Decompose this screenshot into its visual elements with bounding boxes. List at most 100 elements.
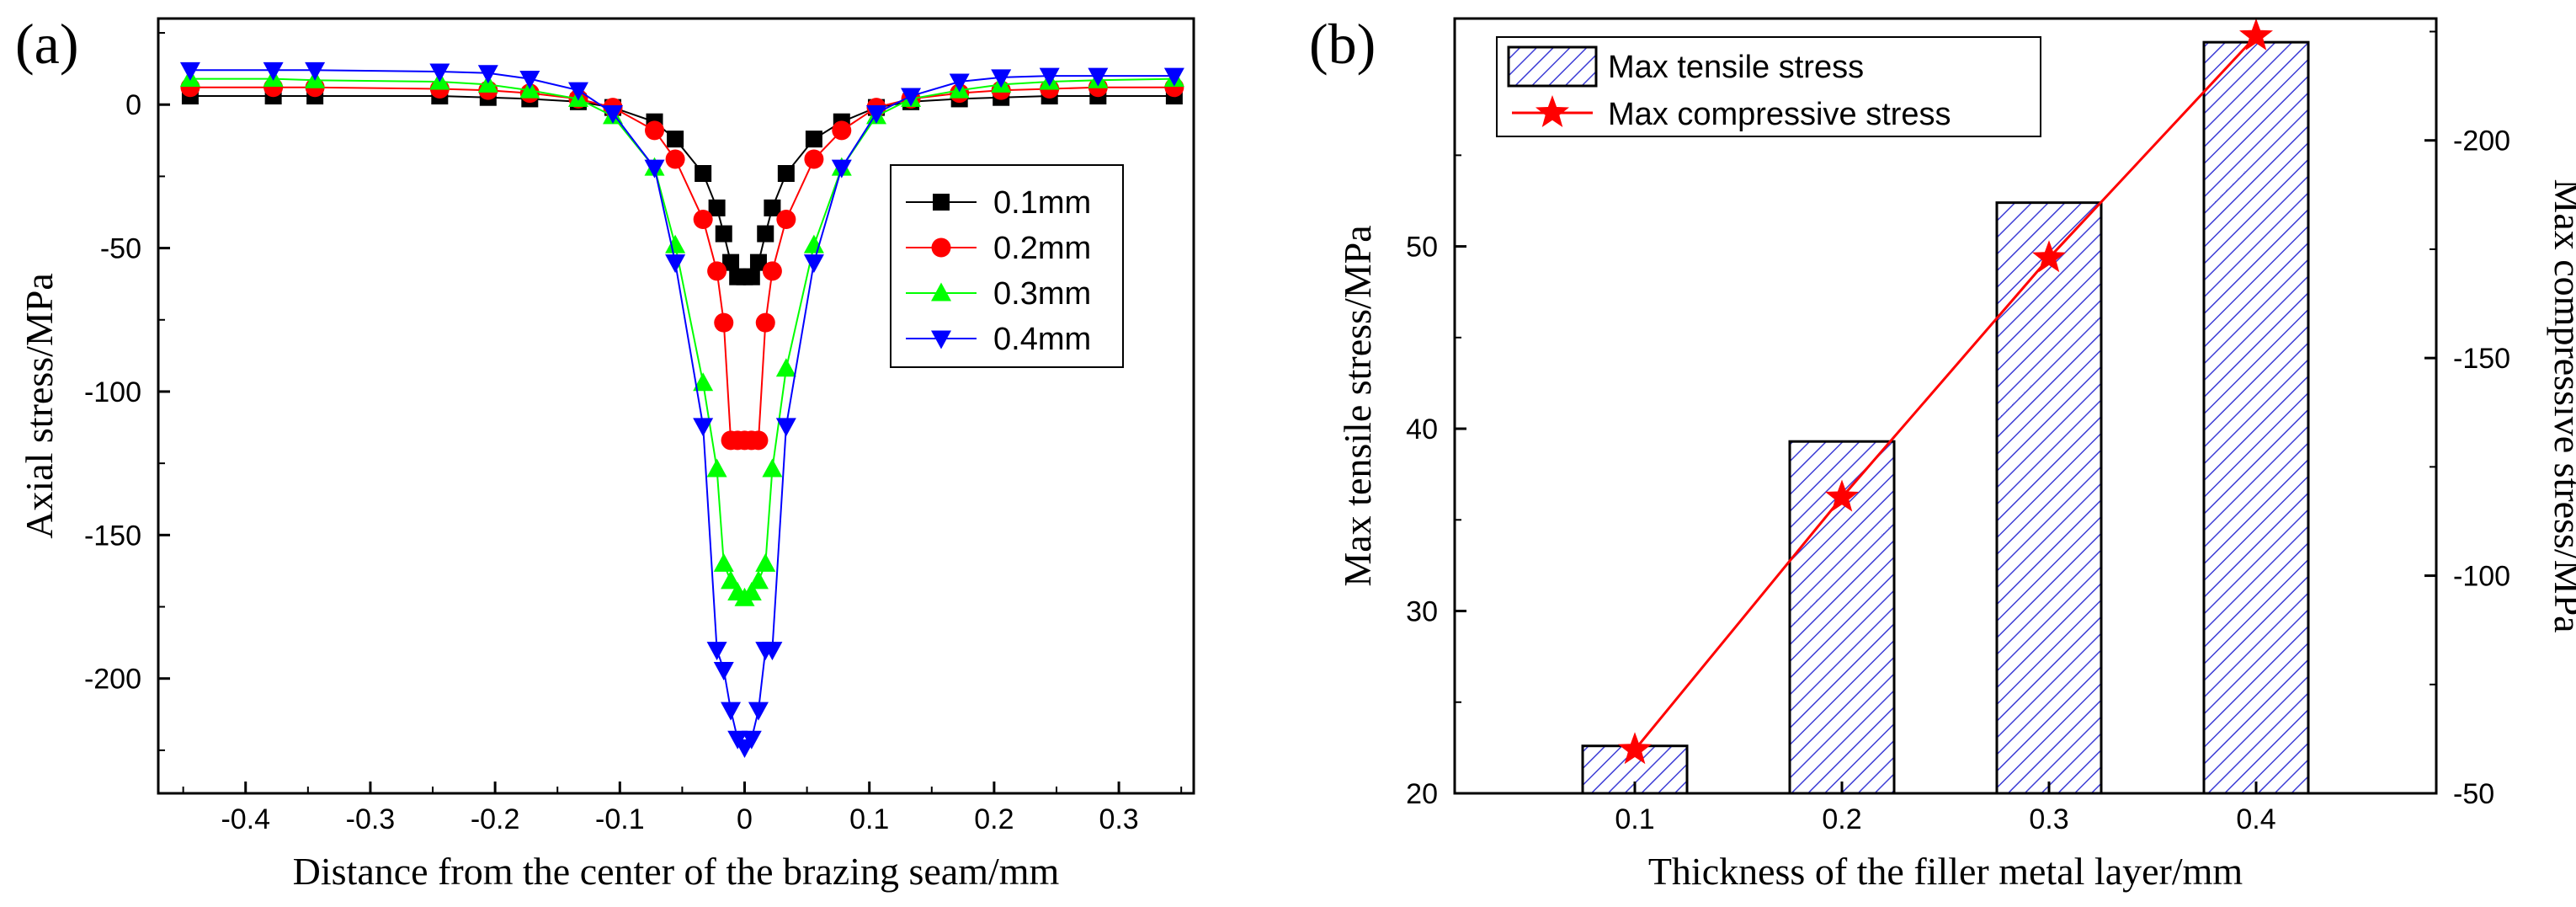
legend-label: Max compressive stress	[1608, 97, 1951, 132]
data-point	[742, 268, 760, 285]
star-point	[1618, 732, 1652, 765]
data-point	[757, 225, 774, 243]
legend-label: 0.3mm	[993, 276, 1091, 312]
x-tick-label: -0.2	[471, 803, 520, 835]
data-point	[901, 88, 922, 107]
data-point	[721, 570, 742, 590]
data-point	[755, 552, 776, 572]
legend-bar-swatch	[1507, 45, 1598, 88]
data-point	[762, 458, 783, 478]
x-tick-label: 0.3	[1099, 803, 1138, 835]
y-right-tick-label: -100	[2453, 561, 2510, 593]
y-tick-label: 20	[1406, 778, 1438, 810]
panel-b: (b) 0.1 0.2 0.3 0.420304050-50-100-150-200 …	[1309, 12, 2576, 893]
legend-label: 0.2mm	[993, 231, 1091, 266]
data-point	[667, 131, 684, 148]
data-point	[603, 104, 624, 124]
bar-0.4	[2202, 40, 2310, 795]
data-point	[1163, 67, 1184, 87]
data-point	[762, 642, 783, 661]
data-point	[665, 254, 686, 274]
data-point	[748, 702, 769, 721]
data-point	[665, 149, 685, 169]
legend-marker	[931, 237, 951, 258]
legend-b: Max tensile stress Max compressive stress	[1496, 36, 2041, 137]
bar-0.3	[1995, 201, 2103, 795]
y-right-tick-label: -200	[2453, 125, 2510, 157]
data-point	[721, 702, 742, 721]
data-point	[665, 234, 686, 253]
data-point	[713, 661, 734, 680]
plot-b-ticks: 0.1 0.2 0.3 0.4 20 30 40 50 -50 -100 -150 -200	[1406, 30, 2510, 835]
data-point	[693, 210, 713, 230]
legend-marker	[931, 330, 951, 349]
plot-a-ticks: -0.4 -0.3 -0.2 -0.1 0 0.1 0.2 0.3 0 -50 -100 -150 -2…	[84, 32, 1183, 835]
bar	[2202, 40, 2310, 795]
data-point	[748, 430, 769, 451]
y-right-tick-label: -150	[2453, 343, 2510, 375]
data-point	[305, 61, 326, 81]
x-tick-label: -0.3	[346, 803, 396, 835]
y-tick-label: 50	[1406, 232, 1438, 264]
plot-b-ylabel-right: Max compressive stress/MPa	[2547, 179, 2576, 632]
legend-marker	[931, 282, 951, 301]
data-point	[805, 131, 822, 148]
data-point	[644, 159, 665, 179]
data-point	[803, 254, 824, 274]
panel-a-label: (a)	[15, 12, 78, 76]
data-point	[865, 104, 886, 124]
legend-a: 0.1mm 0.2mm 0.3mm 0.4mm	[890, 164, 1124, 368]
data-point	[755, 312, 775, 333]
data-point	[777, 165, 795, 182]
data-point	[832, 120, 852, 141]
data-point	[707, 261, 727, 281]
x-tick-label: 0.1	[1615, 803, 1654, 835]
y-tick-label: -150	[84, 520, 141, 552]
data-point	[741, 581, 762, 600]
data-point	[179, 61, 200, 81]
y-right-tick-label: -50	[2453, 778, 2494, 810]
data-point	[714, 312, 734, 333]
plot-b-ylabel-left: Max tensile stress/MPa	[1336, 225, 1379, 586]
plot-a-ylabel: Axial stress/MPa	[18, 273, 61, 539]
legend-b-items: Max tensile stress Max compressive stress	[1507, 45, 1951, 132]
data-point	[695, 165, 712, 182]
x-tick-label: -0.4	[221, 803, 270, 835]
data-point	[715, 225, 732, 243]
legend-label: Max tensile stress	[1608, 50, 1864, 85]
bar	[1995, 201, 2103, 795]
legend-star	[1535, 95, 1569, 127]
plot-a-series	[179, 61, 1184, 758]
data-point	[706, 642, 727, 661]
y-tick-label: -100	[84, 376, 141, 408]
data-point	[775, 418, 796, 437]
x-tick-label: 0.2	[1822, 803, 1861, 835]
star-point	[2239, 18, 2273, 51]
data-point	[706, 458, 727, 478]
data-point	[477, 65, 498, 84]
legend-marker	[933, 194, 950, 211]
legend-a-items: 0.1mm 0.2mm 0.3mm 0.4mm	[906, 185, 1091, 357]
data-point	[991, 69, 1012, 88]
data-point	[693, 372, 714, 392]
plot-b-xlabel: Thickness of the filler metal layer/mm	[1648, 850, 2243, 893]
data-point	[693, 418, 714, 437]
panel-b-label: (b)	[1309, 12, 1376, 76]
data-point	[1088, 67, 1109, 87]
panel-a: (a) -0.4 -0.3 -0.2 -0.1 0 0.1 0.2 0.3 0 -50 -100 -1…	[15, 12, 1195, 893]
x-tick-label: 0	[737, 803, 753, 835]
compressive-line	[1633, 35, 2258, 751]
x-tick-label: -0.1	[595, 803, 645, 835]
data-point	[749, 253, 767, 271]
x-tick-label: 0.4	[2236, 803, 2275, 835]
data-point	[708, 199, 726, 216]
y-tick-label: 0	[125, 89, 141, 121]
y-tick-label: -200	[84, 664, 141, 696]
y-tick-label: 40	[1406, 413, 1438, 445]
data-point	[1039, 67, 1060, 87]
data-point	[567, 82, 588, 101]
data-point	[263, 61, 284, 81]
data-point	[775, 358, 796, 377]
data-point	[741, 730, 762, 750]
